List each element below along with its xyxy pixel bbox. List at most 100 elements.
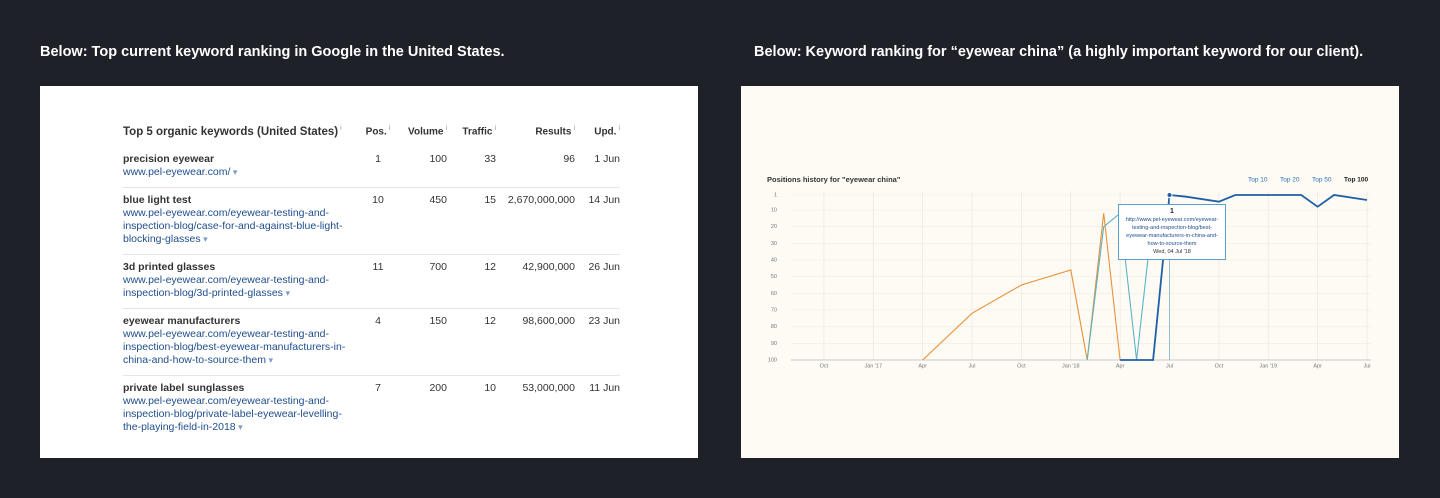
info-icon: i	[445, 125, 447, 132]
info-icon: i	[573, 125, 575, 132]
table-cell: 7	[375, 381, 381, 394]
keyword-cell: precision eyewear www.pel-eyewear.com/	[123, 153, 363, 179]
y-tick-label: 100	[768, 357, 777, 363]
keywords-table: Top 5 organic keywords (United States) i P…	[123, 116, 620, 442]
range-button[interactable]: Top 100	[1344, 177, 1368, 184]
table-cell: 4	[375, 314, 381, 327]
right-caption: Below: Keyword ranking for “eyewear chin…	[754, 44, 1364, 60]
keyword: 3d printed glasses	[123, 260, 216, 273]
chart: Positions history for "eyewear china" To…	[767, 175, 1371, 369]
table-cell: 11	[372, 260, 384, 273]
y-tick-label: 70	[771, 307, 777, 313]
table-cell: 11 Jun	[589, 381, 620, 394]
left-caption: Below: Top current keyword ranking in Go…	[40, 44, 505, 60]
table-cell: 1 Jun	[594, 152, 620, 165]
x-tick-label: Jul	[1363, 363, 1370, 369]
x-tick-label: Jan '18	[1062, 363, 1080, 369]
keyword-url[interactable]: www.pel-eyewear.com/	[123, 166, 353, 179]
tooltip-value: 1	[1170, 208, 1174, 215]
table-cell: 150	[429, 314, 447, 327]
table-header: Top 5 organic keywords (United States) i P…	[123, 116, 620, 147]
table-cell: 12	[484, 314, 496, 327]
keyword: blue light test	[123, 193, 192, 206]
table-cell: 42,900,000	[522, 260, 575, 273]
column-label: Volume	[408, 126, 444, 138]
table-cell: 450	[429, 193, 447, 206]
column-label: Pos.	[365, 126, 387, 138]
column-header: Volume i	[393, 122, 447, 139]
column-label: Traffic	[462, 126, 493, 138]
table-cell: 26 Jun	[588, 260, 620, 273]
x-tick-label: Jul	[969, 363, 976, 369]
x-tick-label: Jan '19	[1259, 363, 1277, 369]
keywords-panel: Top 5 organic keywords (United States) i P…	[40, 86, 698, 458]
range-button[interactable]: Top 20	[1280, 177, 1300, 184]
range-button[interactable]: Top 10	[1248, 177, 1268, 184]
table-row: blue light test www.pel-eyewear.com/eyewe…	[123, 188, 620, 255]
chart-title: Positions history for "eyewear china"	[767, 175, 901, 184]
x-tick-label: Apr	[1116, 363, 1125, 369]
x-tick-label: Apr	[1313, 363, 1322, 369]
table-cell: 1	[375, 152, 381, 165]
y-tick-label: 60	[771, 291, 777, 297]
keyword-cell: blue light test www.pel-eyewear.com/eyewe…	[123, 194, 363, 246]
y-tick-label: 40	[771, 257, 777, 263]
keyword-cell: private label sunglasses www.pel-eyewear.…	[123, 382, 363, 434]
x-tick-label: Apr	[918, 363, 927, 369]
keyword: precision eyewear	[123, 152, 215, 165]
table-row: 3d printed glasses www.pel-eyewear.com/ey…	[123, 255, 620, 309]
table-cell: 2,670,000,000	[507, 193, 575, 206]
x-tick-label: Oct	[1017, 363, 1026, 369]
table-cell: 53,000,000	[522, 381, 575, 394]
table-cell: 98,600,000	[522, 314, 575, 327]
table-cell: 700	[429, 260, 447, 273]
highlight-point	[1166, 192, 1173, 198]
info-icon: i	[388, 125, 391, 132]
range-button[interactable]: Top 50	[1312, 177, 1332, 184]
table-cell: 12	[484, 260, 496, 273]
keyword-url[interactable]: www.pel-eyewear.com/eyewear-testing-and-…	[123, 274, 353, 300]
y-tick-label: 50	[771, 274, 777, 280]
table-title-cell: Top 5 organic keywords (United States) i	[123, 122, 363, 139]
keyword-cell: eyewear manufacturers www.pel-eyewear.com…	[123, 315, 363, 367]
x-tick-label: Oct	[1215, 363, 1224, 369]
column-header: Traffic i	[447, 122, 496, 139]
tooltip-url: http://www.pel-eyewear.com/eyewear-testi…	[1125, 217, 1219, 247]
column-label: Upd.	[594, 126, 617, 138]
table-cell: 14 Jun	[588, 193, 620, 206]
column-label: Results	[535, 126, 572, 138]
table-cell: 15	[484, 193, 496, 206]
chart-panel: Positions history for "eyewear china" To…	[741, 86, 1399, 458]
table-cell: 100	[429, 152, 447, 165]
x-tick-label: Jul	[1166, 363, 1173, 369]
y-tick-label: 80	[771, 324, 777, 330]
table-row: private label sunglasses www.pel-eyewear.…	[123, 376, 620, 442]
table-row: eyewear manufacturers www.pel-eyewear.com…	[123, 309, 620, 376]
info-icon: i	[618, 125, 620, 132]
info-icon: i	[340, 125, 342, 132]
y-tick-label: 1	[774, 192, 777, 198]
table-cell: 33	[484, 152, 496, 165]
y-tick-label: 10	[771, 207, 777, 213]
y-tick-label: 20	[771, 224, 777, 230]
table-cell: 10	[372, 193, 384, 206]
keyword-url[interactable]: www.pel-eyewear.com/eyewear-testing-and-…	[123, 395, 353, 434]
column-header: Pos. i	[363, 122, 393, 139]
x-tick-label: Jan '17	[864, 363, 882, 369]
series-line	[922, 213, 1121, 361]
keyword-cell: 3d printed glasses www.pel-eyewear.com/ey…	[123, 261, 363, 300]
table-cell: 10	[484, 381, 496, 394]
keyword-url[interactable]: www.pel-eyewear.com/eyewear-testing-and-…	[123, 328, 353, 367]
keyword-url[interactable]: www.pel-eyewear.com/eyewear-testing-and-…	[123, 207, 353, 246]
y-tick-label: 90	[771, 341, 777, 347]
y-tick-label: 30	[771, 241, 777, 247]
tooltip-date: Wed, 04 Jul '18	[1153, 249, 1191, 255]
info-icon: i	[494, 125, 496, 132]
column-header: Upd. i	[575, 122, 620, 139]
x-tick-label: Oct	[820, 363, 829, 369]
tooltip: 1 http://www.pel-eyewear.com/eyewear-tes…	[1118, 204, 1226, 260]
keyword: eyewear manufacturers	[123, 314, 241, 327]
column-header: Results i	[496, 122, 575, 139]
